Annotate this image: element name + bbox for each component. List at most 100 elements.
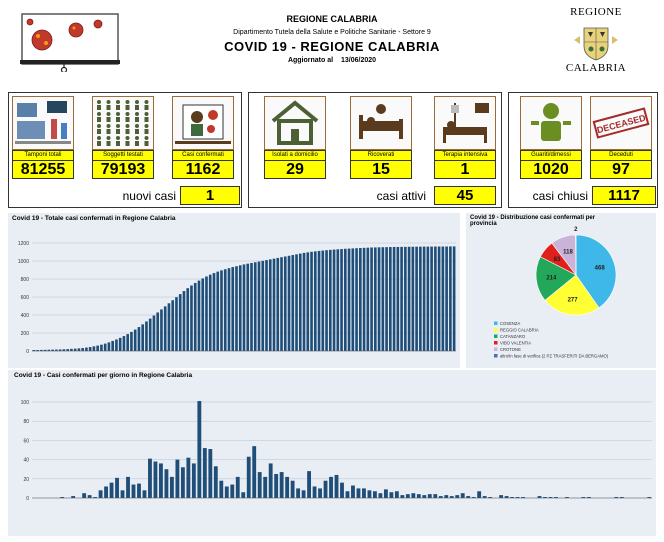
person-figure-icon: [144, 124, 149, 134]
chart-bar: [291, 255, 295, 351]
home-isolation-icon: [264, 96, 326, 150]
chart-bar: [301, 490, 306, 498]
chart-bar: [647, 497, 652, 498]
y-tick-label: 400: [21, 313, 30, 319]
chart-bar: [36, 350, 39, 351]
chart-bar: [378, 493, 383, 498]
chart-bar: [77, 348, 81, 351]
chart-bar: [332, 249, 336, 351]
chart-bar: [437, 246, 441, 351]
y-tick-label: 100: [21, 400, 30, 406]
pie-slice: [544, 274, 600, 316]
chart-bar: [175, 297, 178, 351]
chart-bar: [216, 271, 220, 351]
person-figure-icon: [144, 100, 149, 110]
chart-bar: [148, 318, 152, 351]
chart-bar: [488, 497, 493, 498]
chart-bar: [515, 497, 520, 498]
chart-bar: [100, 344, 103, 351]
chart-bar: [619, 497, 624, 498]
pie-slice: [575, 234, 617, 309]
chart-bar: [175, 459, 180, 498]
chart-bar: [104, 486, 108, 498]
chart-bar: [445, 246, 448, 351]
pie-slice-label: 118: [563, 250, 573, 256]
chart-bar: [73, 348, 77, 351]
person-figure-icon: [106, 112, 111, 122]
chart-bar: [452, 246, 456, 351]
pie-slice-label: 468: [595, 266, 606, 272]
province-chart-title: Covid 19 - Distribuzione casi confermati…: [470, 215, 596, 227]
pie-slice: [535, 256, 577, 301]
y-tick-label: 200: [21, 331, 30, 337]
legend-label: COSENZA: [500, 321, 520, 326]
chart-bar: [257, 261, 261, 351]
legend-swatch: [494, 334, 498, 338]
pie-slice-label: 83: [554, 257, 561, 263]
pie-slice-label: 277: [568, 298, 579, 304]
chart-bar: [208, 449, 213, 498]
chart-bar: [351, 248, 355, 351]
chart-bar: [302, 252, 306, 351]
daily-cases-chart: 0 20 40 60 80 100: [21, 400, 652, 502]
chart-bar: [400, 246, 403, 351]
cumulative-cases-chart: 0 200 400 600 800 1000 1200: [18, 241, 456, 355]
chart-bar: [160, 309, 163, 351]
chart-bar: [130, 331, 133, 351]
chart-bar: [367, 490, 372, 498]
chart-bar: [32, 350, 36, 351]
chart-bar: [107, 342, 111, 351]
chart-bar: [268, 463, 273, 498]
chart-bar: [82, 493, 87, 498]
chart-bar: [422, 246, 426, 351]
person-figure-icon: [116, 124, 120, 134]
chart-bar: [537, 496, 542, 498]
chart-bar: [334, 474, 339, 498]
chart-bar: [345, 491, 350, 498]
chart-bar: [109, 482, 114, 498]
chart-bar: [374, 247, 377, 351]
chart-bar: [336, 249, 340, 351]
chart-bar: [290, 480, 295, 498]
chart-bar: [60, 497, 65, 498]
cumulative-chart-panel: Covid 19 - Totale casi confermati in Reg…: [8, 213, 460, 368]
legend-swatch: [494, 341, 498, 345]
chart-bar: [466, 496, 471, 498]
chart-bar: [66, 349, 69, 351]
chart-bar: [307, 471, 311, 498]
chart-bar: [227, 268, 231, 351]
chart-bar: [411, 246, 415, 351]
chart-bar: [614, 497, 619, 498]
chart-bar: [373, 491, 377, 498]
chart-bar: [235, 266, 238, 351]
chart-bar: [328, 249, 332, 351]
chart-bar: [43, 349, 47, 351]
chart-bar: [377, 247, 381, 351]
chart-bar: [133, 329, 137, 351]
chart-bar: [257, 472, 262, 498]
chart-bar: [70, 348, 73, 351]
person-figure-icon: [125, 112, 130, 122]
chart-bar: [280, 257, 283, 351]
chart-bar: [274, 474, 279, 498]
cumulative-chart-title: Covid 19 - Totale casi confermati in Reg…: [12, 215, 176, 222]
chart-bar: [298, 253, 302, 351]
chart-bar: [499, 495, 504, 498]
casi-attivi-label: casi attivi: [376, 189, 426, 203]
chart-bar: [325, 250, 328, 351]
confermati-value: 1162: [172, 160, 234, 179]
chart-bar: [197, 401, 202, 498]
person-figure-icon: [135, 136, 139, 146]
chart-bar: [201, 278, 205, 351]
chart-bar: [329, 476, 333, 498]
chart-bar: [85, 347, 88, 351]
chart-bar: [430, 246, 433, 351]
update-label: Aggiornato al: [287, 57, 334, 64]
isolati-value: 29: [264, 160, 326, 179]
chart-bar: [178, 294, 182, 351]
chart-bar: [321, 250, 325, 351]
chart-bar: [153, 461, 158, 498]
y-tick-label: 0: [26, 349, 29, 355]
person-figure-icon: [106, 124, 111, 134]
chart-bar: [235, 476, 240, 498]
